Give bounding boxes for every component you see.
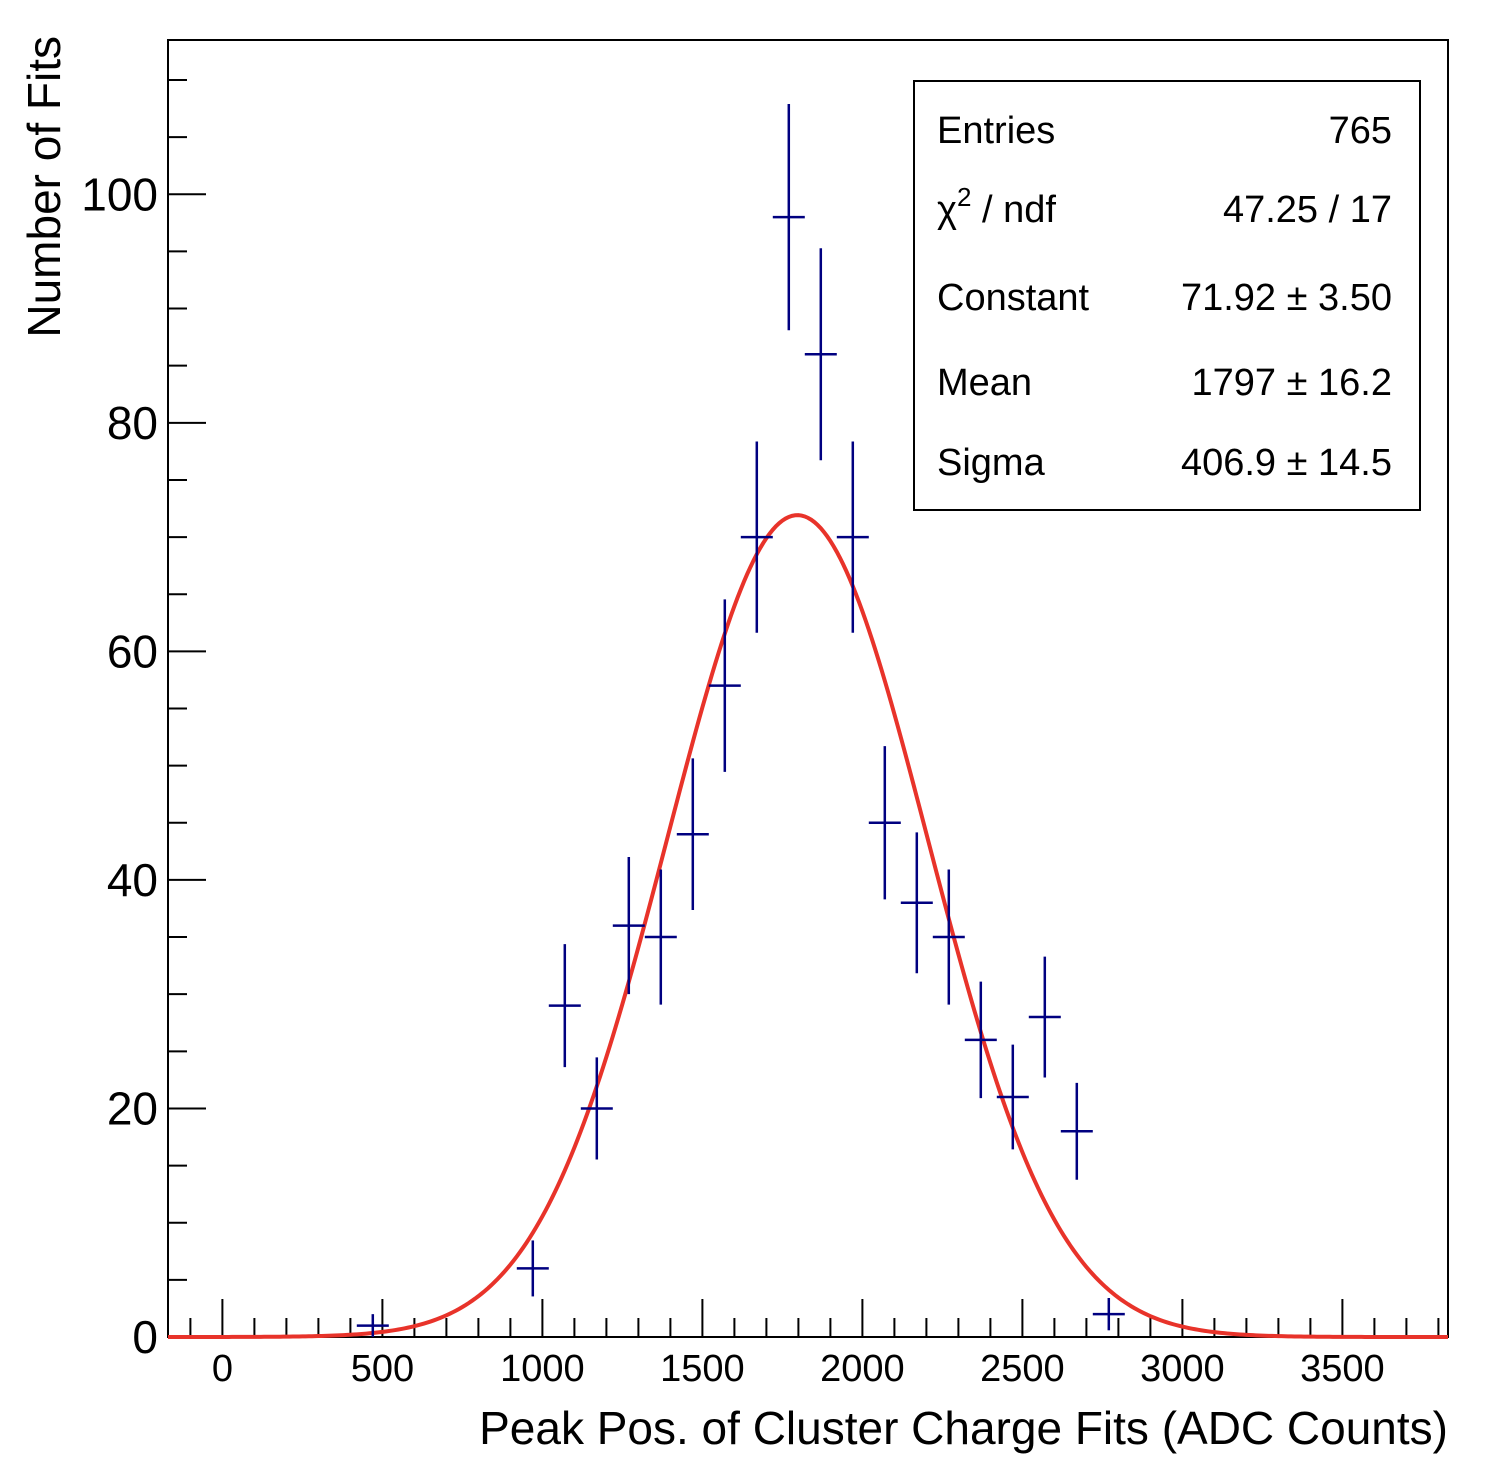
stats-label-superscript: 2	[957, 182, 971, 212]
y-tick-label: 100	[81, 168, 158, 220]
data-point	[964, 981, 997, 1099]
x-tick-label: 2000	[820, 1348, 905, 1390]
stats-value: 406.9 ± 14.5	[1181, 442, 1392, 484]
y-tick-label: 40	[107, 854, 158, 906]
data-point	[900, 832, 933, 974]
data-point	[996, 1044, 1029, 1150]
data-point	[1092, 1297, 1125, 1331]
data-point	[516, 1240, 549, 1297]
stats-label: Mean	[937, 362, 1032, 404]
stats-box: Entries 765 χ2 / ndf 47.25 / 17 Constant 71.9…	[913, 80, 1421, 511]
x-tick-label: 3000	[1140, 1348, 1225, 1390]
x-tick-label: 1500	[660, 1348, 745, 1390]
y-axis: 0 20 40 60 80 100	[81, 78, 206, 1363]
stats-value: 71.92 ± 3.50	[1181, 277, 1392, 319]
data-point	[708, 599, 741, 772]
data-point	[580, 1057, 613, 1160]
stats-label-part: / ndf	[971, 189, 1056, 231]
gaussian-fit-curve	[168, 513, 1448, 1339]
data-point	[612, 857, 645, 995]
data-point	[804, 248, 837, 461]
data-point	[644, 869, 677, 1005]
y-tick-label: 20	[107, 1082, 158, 1134]
stats-value: 1797 ± 16.2	[1192, 362, 1392, 404]
data-point	[772, 103, 805, 331]
x-axis-title: Peak Pos. of Cluster Charge Fits (ADC Co…	[479, 1402, 1448, 1454]
fit-curve-layer	[168, 513, 1448, 1339]
stats-label: Constant	[937, 277, 1090, 319]
data-point	[356, 1314, 389, 1337]
data-point	[868, 746, 901, 900]
x-tick-label: 2500	[980, 1348, 1065, 1390]
y-tick-label: 60	[107, 625, 158, 677]
data-point	[932, 869, 965, 1005]
x-tick-label: 3500	[1300, 1348, 1385, 1390]
stats-label: χ2 / ndf	[937, 182, 1056, 231]
data-point	[1028, 956, 1061, 1078]
stats-value: 765	[1329, 110, 1392, 152]
x-axis: 0 500 1000 1500 2000 2500 3000 3500	[189, 1299, 1440, 1390]
stats-label-part: χ	[937, 189, 957, 231]
data-point	[676, 758, 709, 910]
data-point	[740, 441, 773, 633]
stats-label: Sigma	[937, 442, 1046, 484]
plot-frame-rect	[167, 39, 1449, 1338]
plot-frame	[167, 39, 1449, 1338]
data-point	[836, 441, 869, 633]
data-point	[548, 944, 581, 1068]
y-tick-label: 80	[107, 397, 158, 449]
stats-label: Entries	[937, 110, 1055, 152]
y-axis-title: Number of Fits	[18, 36, 70, 338]
data-point	[1060, 1082, 1093, 1180]
stats-value: 47.25 / 17	[1223, 189, 1392, 231]
y-tick-label: 0	[132, 1311, 158, 1363]
x-tick-label: 1000	[500, 1348, 585, 1390]
data-points-layer	[356, 103, 1125, 1337]
x-tick-label: 0	[212, 1348, 233, 1390]
stats-box-frame	[913, 80, 1421, 511]
x-tick-label: 500	[351, 1348, 414, 1390]
